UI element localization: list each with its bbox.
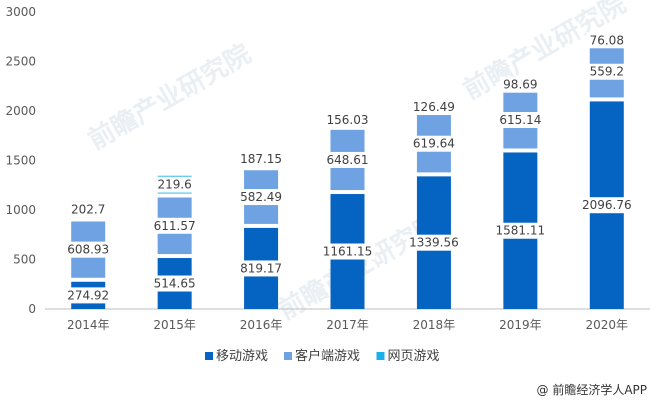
data-label: 1581.11 [496,224,546,238]
data-label-bg [150,217,199,234]
data-label-bg [237,260,286,277]
x-tick-label: 2015年 [153,318,196,332]
data-label-bg [579,197,635,214]
data-label: 126.49 [413,100,455,114]
data-label-bg [323,112,372,129]
data-label: 582.49 [240,190,282,204]
x-tick-label: 2020年 [586,318,629,332]
legend-label: 客户端游戏 [295,348,360,364]
data-label-bg [320,243,375,260]
data-label: 2096.76 [582,198,632,212]
legend-swatch [205,352,213,360]
data-label: 608.93 [67,243,109,257]
watermark-0: 前瞻产业研究院 [83,38,256,156]
data-label: 615.14 [499,113,541,127]
data-label: 1339.56 [409,236,459,250]
data-label-bg [586,32,628,49]
x-tick-label: 2018年 [413,318,456,332]
x-tick-label: 2016年 [240,318,283,332]
data-label: 619.64 [413,137,455,151]
legend: 移动游戏 客户端游戏 网页游戏 [205,348,440,364]
y-tick-label: 3000 [5,5,36,19]
x-tick-label: 2014年 [67,318,110,332]
bars [71,38,624,309]
x-axis: 2014年 2015年 2016年 2017年 2018年 2019年 2020年 [45,308,650,332]
data-label: 648.61 [327,153,369,167]
data-label-bg [409,135,458,152]
data-label-bg [67,201,109,218]
data-label: 76.08 [590,33,624,47]
brand-credit: @ 前瞻经济学人APP [536,383,648,397]
legend-label: 网页游戏 [388,349,440,364]
data-label: 187.15 [240,152,282,166]
legend-swatch [376,352,385,360]
x-tick-label: 2017年 [326,318,369,332]
data-label: 514.65 [154,277,196,291]
data-label-bg [64,287,113,304]
y-tick-label: 2500 [5,55,36,69]
data-label: 219.6 [157,178,191,192]
data-label: 274.92 [67,288,109,302]
y-tick-label: 2000 [5,104,36,118]
data-label-bg [586,63,628,80]
data-label-bg [154,176,196,193]
y-axis: 0 500 1000 1500 2000 2500 3000 [5,5,36,316]
data-label-bg [150,275,199,292]
data-label: 98.69 [503,78,537,92]
y-tick-label: 1000 [5,203,36,217]
data-label-bg [64,241,113,258]
data-label-bg [323,151,372,168]
data-labels: 274.92 608.93 202.7 514.65 611.57 219.6 819.17… [64,32,635,304]
data-label-bg [496,112,545,129]
legend-label: 移动游戏 [216,349,268,364]
y-tick-label: 1500 [5,154,36,168]
data-label: 559.2 [590,65,624,79]
data-label-bg [499,76,541,93]
x-tick-label: 2019年 [499,318,542,332]
legend-swatch [284,352,292,360]
data-label-bg [237,150,286,167]
y-tick-label: 500 [13,253,36,267]
data-label: 156.03 [327,113,369,127]
data-label: 819.17 [240,261,282,275]
y-tick-label: 0 [28,302,36,316]
data-label: 1161.15 [323,245,373,259]
data-label-bg [406,234,462,251]
data-label: 611.57 [154,219,196,233]
data-label-bg [492,222,548,239]
data-label-bg [409,98,458,115]
data-label: 202.7 [71,202,105,216]
data-label-bg [237,189,286,206]
